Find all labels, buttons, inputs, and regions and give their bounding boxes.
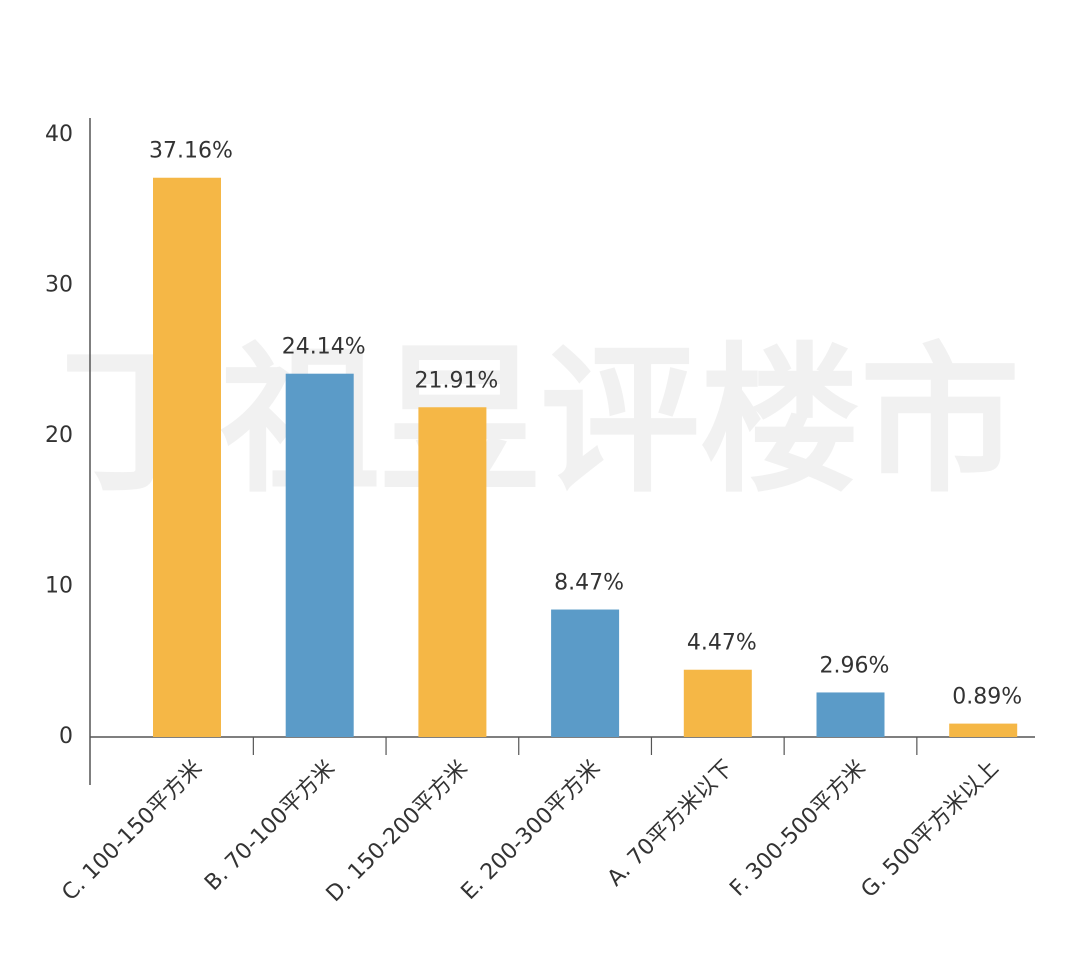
bar xyxy=(683,669,752,737)
bar xyxy=(418,407,487,737)
value-label: 2.96% xyxy=(820,653,890,678)
x-tick-label: A. 70平方米以下 xyxy=(603,756,739,892)
value-label: 21.91% xyxy=(414,368,498,393)
value-label: 0.89% xyxy=(952,685,1022,710)
bar xyxy=(153,177,221,737)
y-tick-label: 30 xyxy=(45,273,73,298)
bar xyxy=(551,609,620,737)
x-tick-label: D. 150-200平方米 xyxy=(322,756,473,907)
x-tick-label: G. 500平方米以上 xyxy=(857,756,1004,903)
x-tick-label: F. 300-500平方米 xyxy=(725,756,871,902)
value-label: 4.47% xyxy=(687,631,757,656)
bar xyxy=(285,373,354,737)
x-tick-label: B. 70-100平方米 xyxy=(200,756,340,896)
bar xyxy=(816,692,885,737)
x-tick-label: C. 100-150平方米 xyxy=(57,756,207,906)
x-tick-label: E. 200-300平方米 xyxy=(457,756,606,905)
y-tick-label: 10 xyxy=(45,574,73,599)
y-tick-label: 0 xyxy=(59,724,73,749)
y-tick-label: 40 xyxy=(45,122,73,147)
y-tick-label: 20 xyxy=(45,423,73,448)
value-label: 37.16% xyxy=(149,139,233,164)
value-label: 8.47% xyxy=(554,571,624,596)
value-label: 24.14% xyxy=(282,335,366,360)
bar xyxy=(949,723,1018,737)
